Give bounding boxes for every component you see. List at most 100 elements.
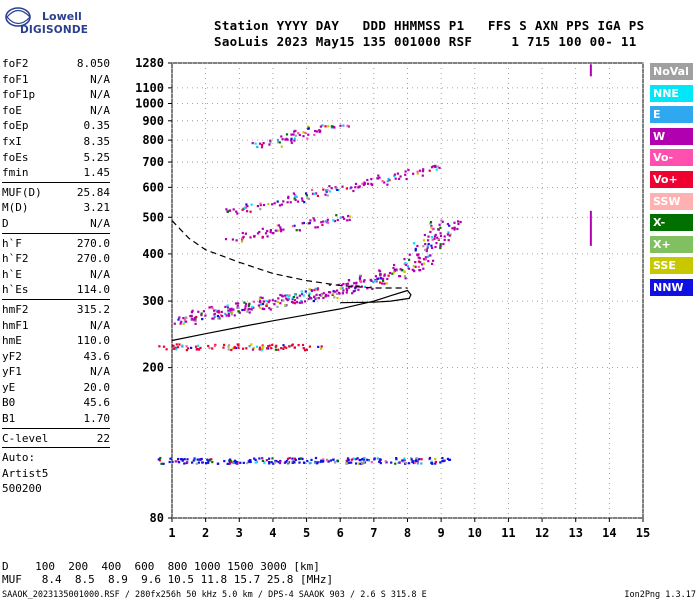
echo-point	[304, 290, 307, 293]
param-value: N/A	[90, 88, 110, 102]
y-tick-label: 700	[142, 155, 164, 169]
echo-point	[216, 462, 219, 465]
echo-point	[307, 197, 311, 200]
echo-point	[218, 317, 221, 320]
echo-point	[245, 302, 248, 305]
echo-point	[435, 242, 438, 245]
echo-point	[327, 125, 330, 128]
echo-point	[194, 319, 197, 322]
echo-point	[183, 318, 186, 321]
echo-point	[336, 289, 339, 292]
echo-point	[259, 202, 262, 205]
param-row: B0 45.6	[2, 395, 110, 411]
echo-point	[193, 457, 196, 460]
echo-point	[206, 458, 209, 461]
echo-point	[339, 124, 342, 127]
echo-point	[181, 458, 184, 461]
echo-point	[294, 458, 297, 461]
param-value: 22	[96, 431, 110, 445]
echo-point	[327, 294, 330, 297]
echo-point	[302, 294, 305, 297]
echo-point	[287, 295, 291, 298]
echo-point	[207, 461, 210, 464]
echo-point	[314, 456, 318, 460]
param-label: hmF2	[2, 302, 29, 316]
echo-point	[332, 290, 335, 293]
echo-point	[210, 458, 213, 461]
echo-point	[353, 458, 356, 461]
echo-point	[422, 258, 426, 261]
echo-point	[241, 208, 244, 211]
echo-point	[185, 349, 188, 352]
echo-point	[199, 346, 202, 349]
echo-point	[269, 141, 272, 144]
echo-point	[427, 243, 430, 246]
echo-point	[347, 286, 351, 289]
x-tick-label: 8	[404, 526, 411, 540]
echo-point	[345, 291, 348, 294]
y-tick-label: 600	[142, 180, 164, 194]
echo-point	[345, 287, 348, 290]
echo-point	[435, 168, 438, 171]
echo-point	[260, 146, 264, 149]
echo-point	[258, 306, 261, 309]
echo-point	[305, 194, 308, 197]
echo-point	[191, 309, 194, 312]
echo-point	[262, 300, 265, 303]
echo-point	[322, 458, 325, 461]
echo-point	[360, 285, 363, 288]
echo-point	[330, 125, 333, 128]
echo-point	[229, 458, 232, 461]
echo-point	[431, 462, 434, 465]
echo-point	[439, 461, 442, 464]
echo-point	[431, 262, 434, 265]
echo-point	[285, 133, 289, 136]
echo-point	[446, 233, 449, 236]
echo-point	[280, 294, 284, 297]
echo-point	[276, 300, 279, 303]
y-tick-label: 500	[142, 210, 164, 224]
echo-point	[308, 288, 311, 291]
echo-point	[226, 306, 230, 309]
echo-point	[230, 461, 233, 464]
echo-point	[212, 317, 215, 320]
echo-point	[405, 178, 408, 181]
echo-point	[221, 315, 224, 318]
echo-point	[191, 461, 194, 464]
echo-point	[419, 269, 422, 272]
echo-point	[398, 461, 401, 464]
echo-point	[186, 461, 189, 464]
legend-item-w: W	[650, 127, 693, 145]
echo-point	[431, 246, 434, 249]
param-label: D	[2, 216, 9, 230]
echo-point	[294, 198, 297, 201]
echo-point	[277, 461, 280, 464]
echo-point	[237, 346, 240, 350]
echo-point	[378, 269, 381, 272]
echo-point	[277, 224, 281, 227]
echo-point	[404, 262, 407, 265]
echo-point	[234, 346, 237, 350]
param-row: foE N/A	[2, 103, 110, 119]
echo-point	[269, 230, 272, 233]
echo-point	[415, 457, 418, 460]
echo-point	[262, 203, 266, 207]
echo-point	[363, 183, 366, 186]
echo-point	[457, 220, 460, 223]
x-tick-label: 9	[438, 526, 445, 540]
echo-point	[292, 192, 295, 195]
echo-point	[433, 235, 436, 238]
echo-point	[265, 304, 268, 307]
legend-item-x-: X-	[650, 214, 693, 232]
echo-point	[333, 296, 336, 299]
echo-point	[204, 314, 207, 317]
param-label: yF1	[2, 365, 22, 379]
echo-point	[307, 133, 310, 136]
param-value: N/A	[90, 365, 110, 379]
echo-point	[413, 270, 416, 273]
echo-point	[377, 174, 380, 177]
echo-point	[363, 285, 366, 288]
echo-point	[425, 250, 428, 253]
echo-point	[420, 462, 423, 465]
echo-point	[294, 129, 297, 132]
